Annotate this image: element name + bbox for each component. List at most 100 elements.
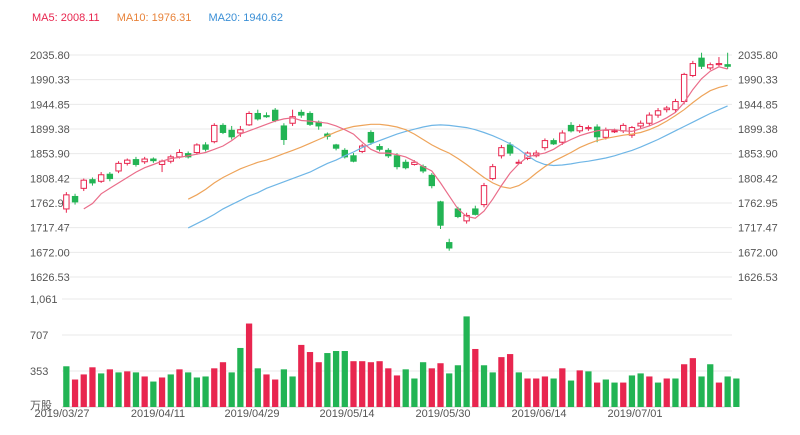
volume-bar-up: [245, 323, 253, 407]
price-tick-right: 1808.42: [738, 173, 778, 185]
price-tick-right: 1672.00: [738, 247, 778, 259]
candle-down: [219, 124, 227, 133]
volume-bar-down: [193, 377, 201, 407]
date-axis: 2019/03/27 2019/04/11 2019/04/29 2019/05/14…: [34, 408, 662, 420]
volume-bar-down: [654, 382, 662, 407]
candle-up: [611, 130, 618, 133]
price-tick-right: 1853.90: [738, 149, 778, 161]
price-tick-left: 2035.80: [30, 50, 70, 62]
candle-up: [585, 127, 592, 130]
volume-bar-up: [559, 368, 566, 407]
price-tick-right: 1944.85: [738, 99, 778, 111]
ma20-legend: MA20: 1940.62: [208, 12, 284, 24]
volume-bar-down: [567, 380, 575, 407]
price-tick-left: 1899.38: [30, 124, 70, 136]
volume-bar-down: [698, 376, 705, 407]
candle-up: [663, 107, 670, 111]
candle-down: [437, 201, 444, 226]
ma5-legend: MA5: 2008.11: [32, 12, 100, 24]
volume-bar-up: [158, 377, 166, 407]
volume-bar-down: [150, 381, 157, 407]
candle-down: [150, 158, 157, 162]
date-tick: 2019/05/14: [319, 408, 374, 420]
volume-bar-up: [350, 361, 357, 407]
volume-bar-up: [298, 344, 305, 407]
volume-bar-down: [324, 353, 331, 407]
candle-down: [332, 144, 340, 149]
candle-up: [559, 132, 566, 143]
price-tick-left: 1990.33: [30, 75, 70, 87]
ma10-line: [187, 84, 728, 200]
volume-bar-down: [254, 368, 261, 407]
candle-down: [298, 111, 305, 116]
volume-bar-down: [515, 372, 522, 407]
candle-up: [193, 144, 201, 154]
volume-bar-down: [733, 378, 740, 407]
volume-bar-up: [141, 376, 148, 407]
candle-down: [506, 144, 514, 154]
volume-bar-down: [289, 376, 296, 407]
date-tick: 2019/06/14: [511, 408, 566, 420]
volume-bar-down: [332, 351, 340, 407]
candle-down: [71, 195, 79, 203]
volume-bar-up: [533, 378, 540, 407]
volume-bar-up: [715, 382, 723, 407]
candle-down: [306, 112, 314, 125]
volume-bar-down: [602, 379, 609, 407]
candle-down: [202, 144, 209, 150]
candle-down: [89, 179, 96, 184]
candle-down: [698, 57, 705, 67]
volume-bar-up: [80, 374, 87, 407]
volume-bar-down: [202, 376, 209, 407]
candle-up: [637, 122, 644, 127]
volume-bar-down: [402, 369, 409, 407]
volume-bar-up: [593, 382, 601, 407]
candle-up: [124, 159, 131, 164]
volume-bar-down: [228, 372, 235, 407]
ma-legend: MA5: 2008.11 MA10: 1976.31 MA20: 1940.62: [32, 12, 297, 24]
volume-bar-up: [646, 376, 653, 407]
candle-up: [715, 63, 723, 66]
volume-bar-up: [620, 382, 627, 407]
volume-bar-up: [472, 348, 479, 407]
volume-tick: 353: [30, 366, 48, 378]
price-tick-right: 1717.47: [738, 223, 778, 235]
volume-bar-up: [541, 376, 549, 407]
volume-bar-up: [524, 378, 531, 407]
candle-up: [63, 194, 70, 210]
volume-bar-up: [89, 367, 96, 407]
price-tick-left: 1853.90: [30, 149, 70, 161]
volume-bar-down: [132, 372, 140, 407]
date-tick: 2019/04/11: [131, 408, 185, 420]
volume-bar-down: [480, 365, 488, 407]
volume-bar-up: [106, 369, 113, 407]
volume-tick: 707: [30, 330, 48, 342]
candle-down: [567, 124, 575, 132]
volume-bar-up: [663, 378, 670, 407]
candle-down: [367, 131, 375, 143]
candle-up: [115, 162, 122, 172]
candle-down: [376, 146, 383, 150]
volume-bar-down: [411, 378, 418, 407]
price-tick-left: 1762.95: [30, 198, 70, 210]
candle-down: [132, 159, 140, 165]
volume-bar-up: [219, 362, 227, 407]
candle-up: [602, 129, 610, 138]
candle-up: [646, 114, 653, 124]
volume-bar-down: [463, 316, 470, 407]
price-tick-left: 1672.00: [30, 247, 70, 259]
candle-down: [280, 125, 288, 141]
volume-bar-down: [167, 374, 174, 407]
candle-up: [654, 110, 662, 116]
volume-axis: 1,061 707 353 万股: [30, 294, 58, 412]
candle-up: [463, 214, 470, 222]
volume-bar-down: [185, 372, 192, 407]
volume-bar-up: [315, 362, 322, 407]
volume-bar-up: [393, 375, 401, 407]
candle-down: [446, 242, 453, 249]
candle-up: [672, 101, 679, 111]
volume-bar-up: [428, 368, 435, 407]
volume-bar-down: [550, 378, 557, 407]
volume-bar-down: [724, 376, 731, 407]
volume-bar-up: [306, 352, 314, 407]
